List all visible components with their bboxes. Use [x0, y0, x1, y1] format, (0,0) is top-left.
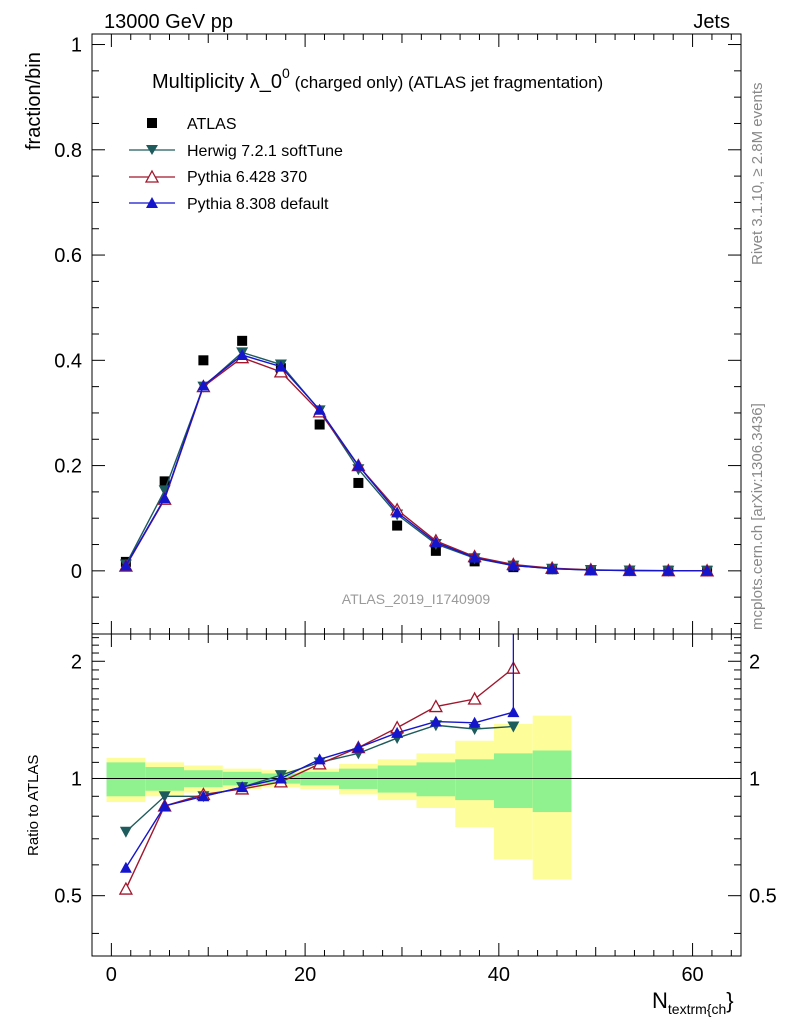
legend-marker-pythia8 — [146, 197, 158, 208]
atlas-data-point — [237, 335, 248, 346]
ratio-marker-2 — [391, 726, 404, 738]
ratio-band-inner — [377, 765, 417, 793]
series-marker-2 — [274, 360, 287, 372]
process-label: Jets — [693, 11, 730, 33]
panel-frames: 0 0.2 0.4 0.6 0.8 1 0 20 40 60 0.5 0.5 1 1 2 2 — [54, 33, 777, 986]
ratio-panel-frame — [91, 633, 742, 957]
atlas-data-point — [353, 477, 364, 488]
ratio-y-axis-label: Ratio to ATLAS — [25, 755, 42, 856]
ratio-marker-2 — [429, 715, 442, 727]
series-line-0 — [125, 351, 708, 572]
legend-label-herwig: Herwig 7.2.1 softTune — [187, 143, 343, 160]
series-line-2 — [125, 354, 708, 572]
x-tick-label: 60 — [681, 964, 703, 986]
series-marker-2 — [236, 349, 249, 361]
x-tick-label: 0 — [106, 964, 117, 986]
ratio-band-inner — [416, 762, 456, 797]
series-marker-2 — [158, 492, 171, 504]
series-marker-2 — [119, 559, 132, 571]
x-axis-label: Ntextrm{ch} — [652, 988, 734, 1017]
legend-marker-pythia6 — [144, 169, 160, 183]
ratio-marker-0 — [507, 721, 520, 733]
ratio-tick-label: 0.5 — [54, 886, 82, 908]
y-tick-label: 0.8 — [54, 140, 82, 162]
ratio-band-inner — [493, 753, 533, 808]
legend: ATLAS Herwig 7.2.1 softTune Pythia 6.428… — [129, 116, 343, 213]
atlas-data-point — [159, 476, 170, 487]
series-line-1 — [125, 356, 708, 572]
series-marker-2 — [623, 564, 636, 576]
mcplots-source-label: mcplots.cern.ch [arXiv:1306.3436] — [749, 403, 766, 630]
plot-title: Multiplicity λ_00 (charged only) (ATLAS … — [152, 65, 603, 93]
ratio-marker-2 — [119, 861, 132, 873]
atlas-data-point — [314, 419, 325, 430]
atlas-data-point — [198, 355, 209, 366]
ratio-band-inner — [106, 762, 146, 797]
legend-marker-herwig — [146, 145, 158, 155]
ratio-marker-2 — [507, 706, 520, 718]
y-tick-label: 1 — [71, 35, 82, 57]
title-suffix: (charged only) (ATLAS jet fragmentation) — [290, 73, 603, 92]
ratio-marker-0 — [158, 791, 171, 803]
series-marker-2 — [391, 506, 404, 518]
series-marker-2 — [468, 551, 481, 563]
ratio-tick-label-right: 1 — [749, 768, 760, 790]
x-label-close: } — [726, 988, 733, 1013]
ratio-marker-2 — [352, 741, 365, 753]
ratio-marker-1 — [467, 691, 482, 705]
ratio-marker-2 — [468, 716, 481, 728]
ratio-marker-2 — [158, 799, 171, 811]
y-tick-label: 0 — [71, 561, 82, 583]
ratio-band-inner — [455, 759, 494, 801]
series-marker-2 — [197, 379, 210, 391]
y-tick-label: 0.4 — [54, 350, 82, 372]
ratio-tick-label-right: 0.5 — [749, 886, 777, 908]
atlas-data-point — [392, 520, 403, 531]
ratio-tick-label: 1 — [71, 768, 82, 790]
series-marker-2 — [313, 403, 326, 415]
y-tick-label: 0.6 — [54, 245, 82, 267]
series-marker-2 — [507, 559, 520, 571]
legend-label-pythia8: Pythia 8.308 default — [187, 196, 329, 213]
legend-label-atlas: ATLAS — [187, 116, 237, 133]
ratio-band-inner — [532, 750, 572, 813]
x-label-main: N — [652, 988, 668, 1013]
ratio-tick-label: 2 — [71, 651, 82, 673]
ratio-marker-2 — [236, 781, 249, 793]
x-label-sub: textrm{ch — [668, 1001, 726, 1017]
x-tick-label: 40 — [488, 964, 510, 986]
series-marker-2 — [546, 562, 559, 574]
title-main: Multiplicity λ_0 — [152, 71, 282, 93]
ratio-marker-2 — [313, 753, 326, 765]
series-marker-2 — [701, 564, 714, 576]
analysis-watermark: ATLAS_2019_I1740909 — [342, 591, 491, 607]
main-panel-content — [118, 335, 715, 577]
ratio-panel-content — [92, 634, 741, 895]
ratio-marker-2 — [274, 772, 287, 784]
series-marker-2 — [584, 564, 597, 576]
rivet-version-label: Rivet 3.1.10, ≥ 2.8M events — [749, 83, 766, 266]
ratio-marker-0 — [119, 826, 132, 838]
title-superscript: 0 — [282, 65, 290, 81]
y-tick-label: 0.2 — [54, 456, 82, 478]
ratio-marker-1 — [428, 699, 443, 713]
ratio-marker-2 — [197, 790, 210, 802]
series-marker-2 — [352, 459, 365, 471]
atlas-data-point — [430, 545, 441, 556]
ratio-tick-label-right: 2 — [749, 651, 760, 673]
legend-marker-atlas — [147, 118, 157, 128]
x-tick-label: 20 — [294, 964, 316, 986]
energy-label: 13000 GeV pp — [104, 11, 233, 33]
series-marker-2 — [662, 564, 675, 576]
ratio-marker-1 — [118, 881, 133, 895]
series-marker-2 — [429, 536, 442, 548]
y-axis-label: fraction/bin — [23, 52, 45, 150]
legend-label-pythia6: Pythia 6.428 370 — [187, 169, 307, 186]
